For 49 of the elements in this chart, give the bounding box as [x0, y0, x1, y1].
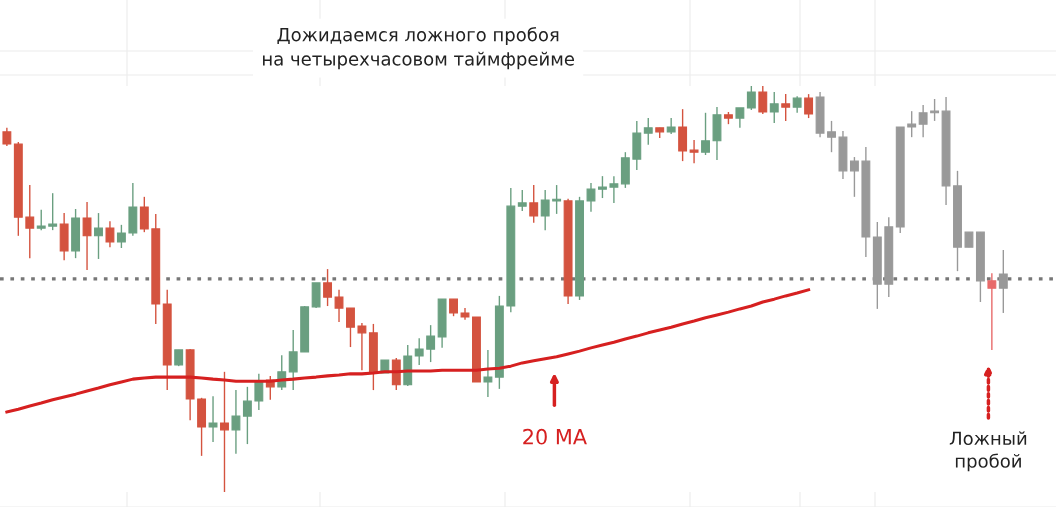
candlestick	[827, 120, 836, 153]
candlestick	[586, 182, 596, 213]
candlestick	[105, 220, 115, 248]
candlestick	[597, 175, 607, 199]
candlestick	[689, 139, 699, 164]
candlestick	[254, 373, 264, 411]
candlestick	[220, 371, 229, 492]
candlestick	[2, 127, 12, 147]
candlestick	[529, 184, 539, 224]
candlestick	[311, 282, 321, 309]
candlestick	[849, 156, 859, 198]
candlestick	[48, 192, 58, 231]
candlestick	[517, 189, 527, 212]
candlestick	[334, 289, 344, 323]
candlestick	[701, 112, 710, 156]
candlestick	[907, 110, 917, 138]
candlestick	[36, 209, 46, 231]
candlestick	[643, 117, 653, 146]
candlestick	[25, 184, 35, 259]
candlestick	[735, 107, 745, 129]
candlestick	[231, 389, 241, 455]
annotation: 20 MA	[523, 428, 587, 445]
annotation: Ложный пробой	[949, 431, 1027, 472]
candlestick	[94, 212, 103, 260]
candlestick	[552, 184, 562, 215]
candlestick	[414, 337, 424, 366]
candlestick	[82, 201, 92, 271]
candlestick	[426, 324, 436, 363]
candlestick	[804, 93, 814, 119]
candlestick	[323, 268, 333, 307]
candlestick	[781, 93, 791, 122]
candlestick	[769, 91, 779, 124]
candlestick	[540, 189, 550, 231]
candlestick	[609, 175, 619, 204]
candlestick	[918, 104, 928, 138]
candlestick	[987, 272, 997, 351]
candlestick	[288, 329, 298, 391]
candlestick	[998, 249, 1008, 314]
candlestick	[208, 395, 218, 443]
candlestick	[357, 322, 367, 371]
candlestick	[483, 349, 493, 398]
candlestick	[678, 108, 688, 162]
candlestick	[242, 386, 252, 445]
candlestick	[116, 224, 126, 249]
candlestick	[758, 86, 768, 115]
candlestick	[139, 196, 149, 233]
candlestick	[746, 86, 756, 111]
candlestick	[346, 307, 355, 348]
chart-title: Дожидаемся ложного пробоя на четырехчасовом таймфрейме	[263, 27, 574, 70]
